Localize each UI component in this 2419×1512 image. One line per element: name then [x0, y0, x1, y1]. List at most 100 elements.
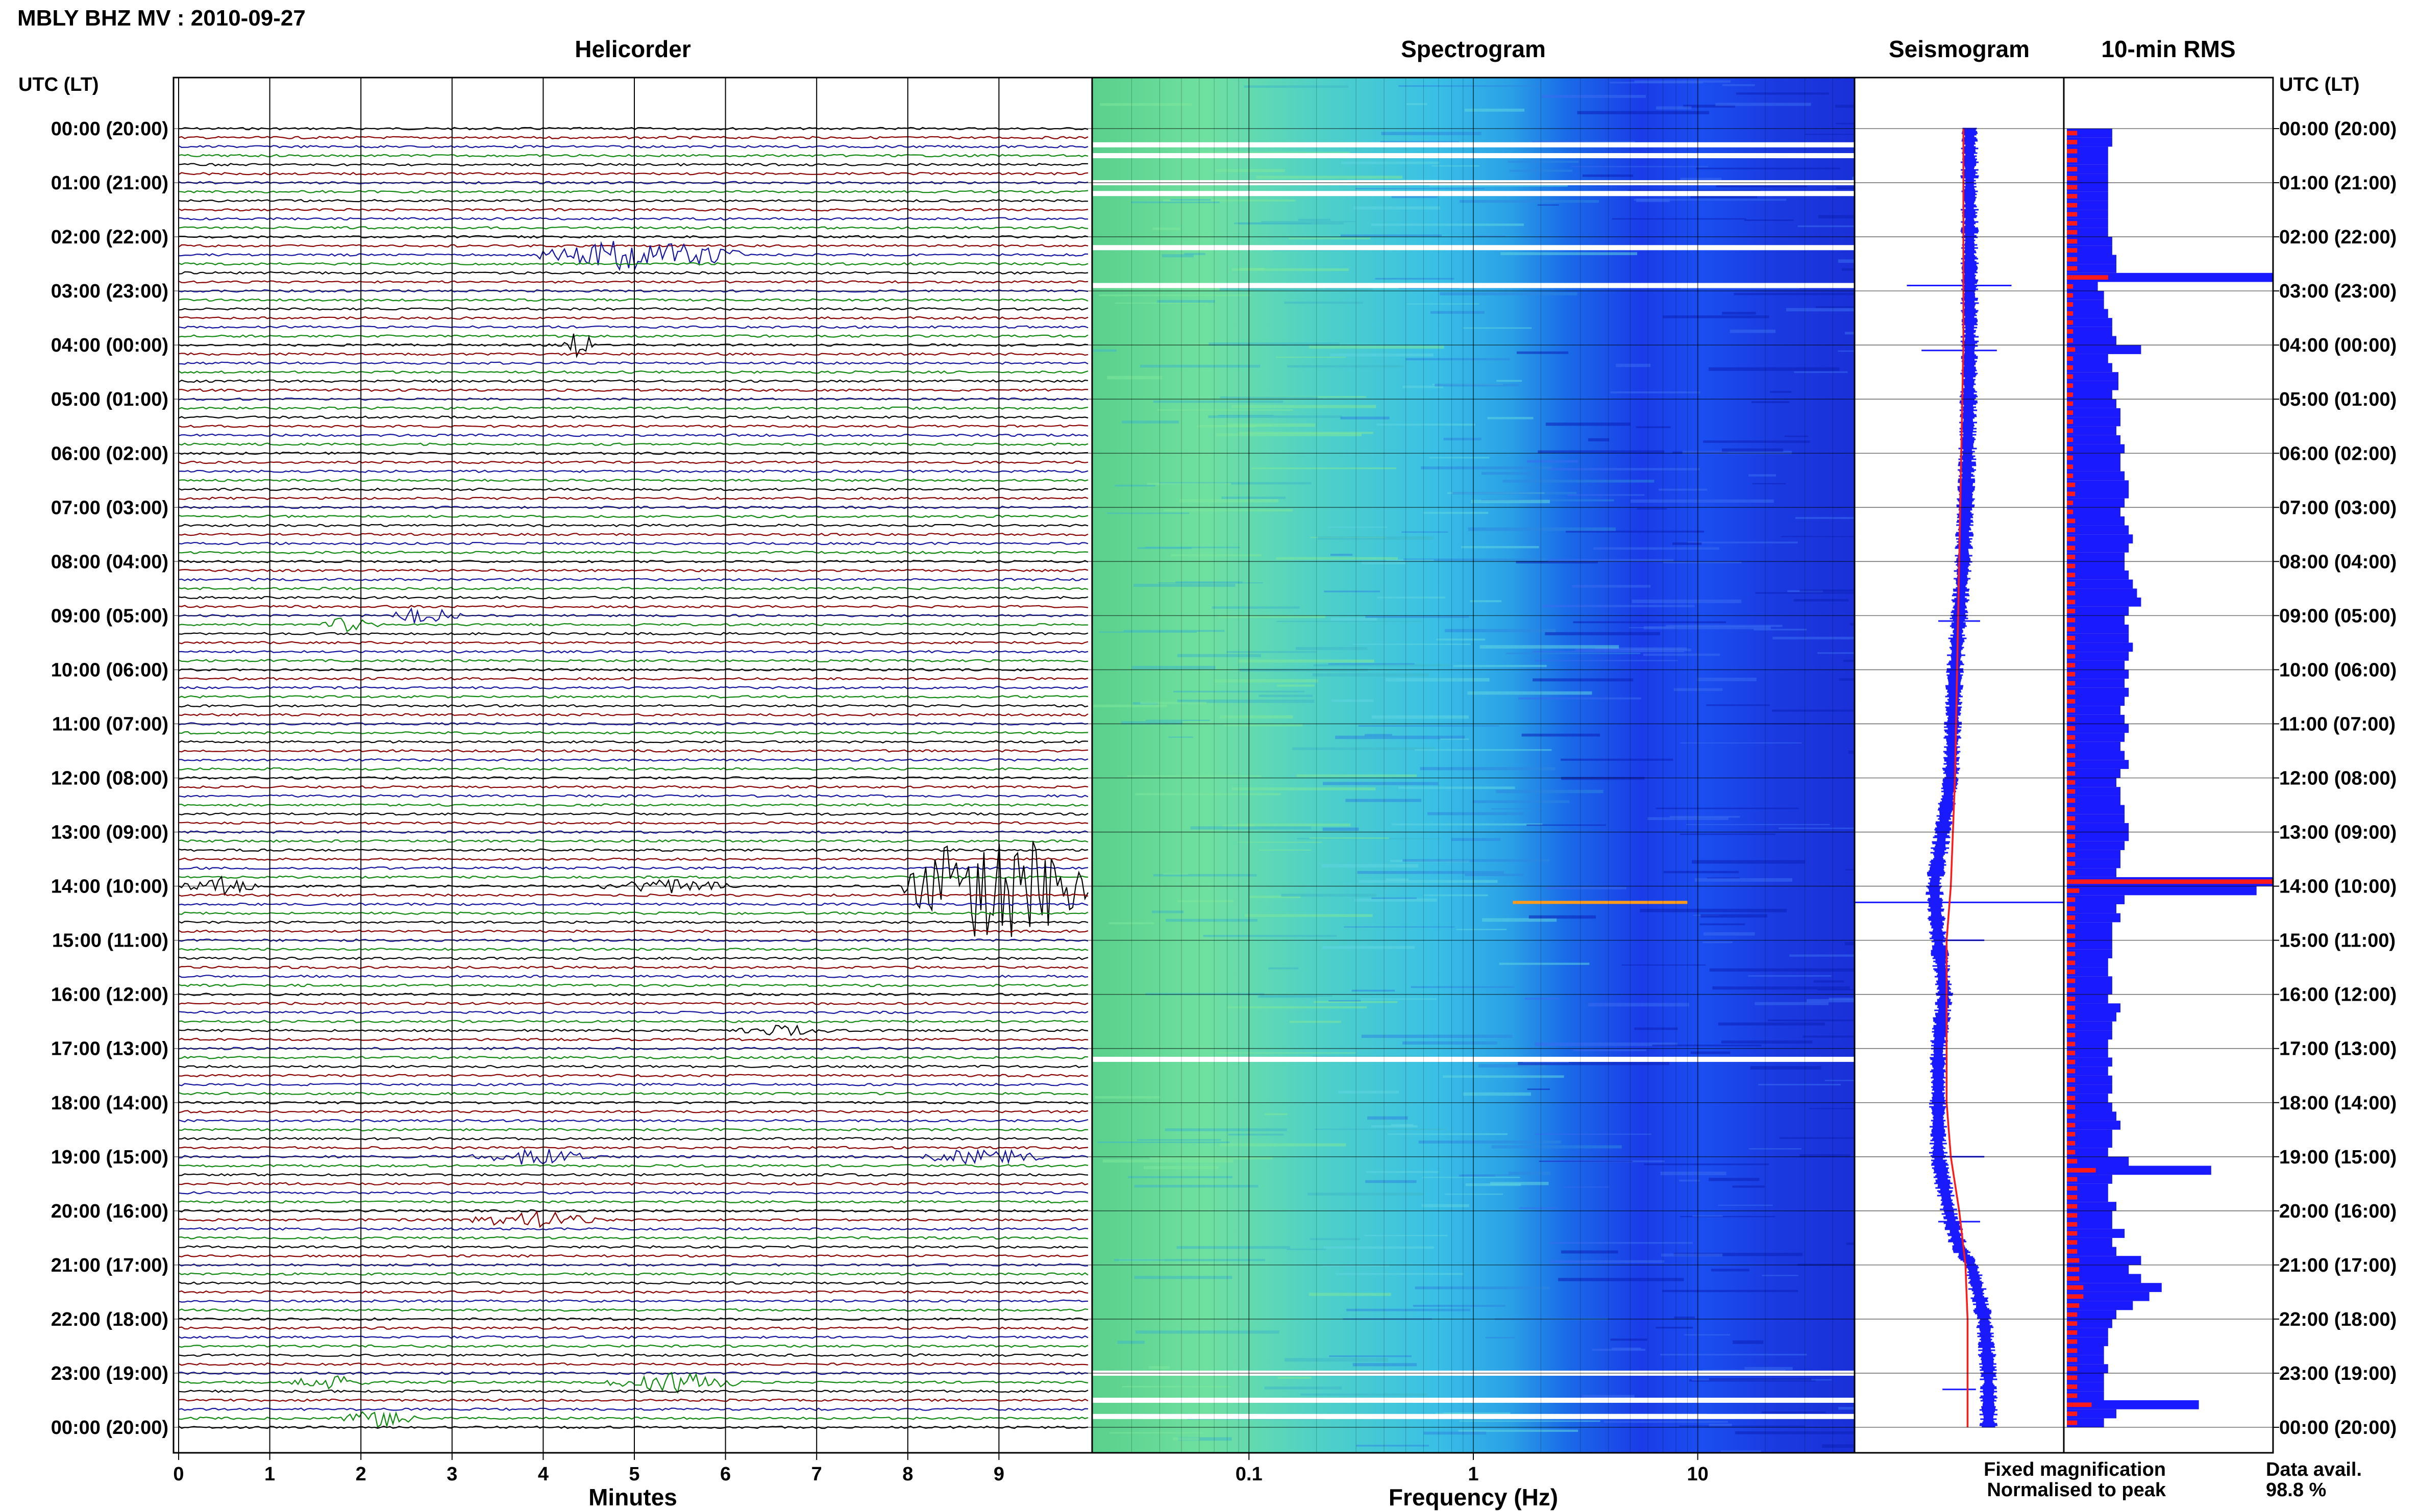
rms-bar-normalised [2067, 717, 2076, 722]
spectrogram-streak [1436, 638, 1486, 641]
rms-bar-normalised [2067, 266, 2078, 271]
rms-bar-fixed [2067, 363, 2112, 373]
spectrogram-streak [1679, 1425, 1805, 1427]
rms-bar-normalised [2067, 131, 2078, 136]
rms-bar-fixed [2067, 1202, 2116, 1211]
spectrogram-streak [1361, 1034, 1513, 1038]
spectrogram-streak [1707, 877, 1740, 879]
rms-bar-fixed [2067, 1021, 2112, 1031]
spectrogram-streak [1709, 1378, 1812, 1381]
spectrogram-streak [1593, 547, 1719, 550]
rms-bar-normalised [2067, 1294, 2084, 1299]
rms-bar-fixed [2067, 697, 2125, 706]
rms-bar-normalised [2067, 338, 2074, 343]
spectrogram-streak [1703, 440, 1810, 443]
spectrogram-streak [1496, 789, 1603, 794]
rms-bar-fixed [2067, 1003, 2120, 1012]
spectrogram-streak [1244, 914, 1373, 917]
rms-bar-fixed [2067, 237, 2112, 246]
spectrogram-streak [1487, 417, 1534, 419]
rms-bar-fixed [2067, 1138, 2112, 1148]
spectrogram-streak [1803, 1035, 1855, 1038]
hour-tick-label-left: 22:00 (18:00) [51, 1309, 168, 1330]
helicorder-trace [178, 271, 1089, 275]
spectrogram-streak [1744, 1367, 1793, 1370]
helicorder-trace [178, 866, 1089, 870]
rms-bar-fixed [2067, 931, 2112, 940]
rms-bar-fixed [2067, 625, 2129, 634]
spectrogram-streak [1360, 998, 1437, 1000]
rms-bar-fixed [2067, 1102, 2112, 1112]
spectrogram-streak [1365, 615, 1469, 618]
spectrogram-streak [1758, 1084, 1841, 1085]
spectrogram-streak [1292, 747, 1436, 750]
rms-bar-fixed [2067, 1175, 2112, 1184]
spectrogram-streak [1093, 704, 1167, 707]
rms-bar-fixed [2067, 453, 2120, 462]
spectrogram-streak [1177, 700, 1315, 703]
rms-bar-normalised [2067, 978, 2076, 983]
spectrogram-streak [1779, 1137, 1855, 1139]
spectrogram-streak [1380, 141, 1460, 143]
spectrogram-streak [1364, 1234, 1448, 1236]
spectrogram-streak [1386, 878, 1409, 881]
rms-bar-fixed [2067, 652, 2129, 661]
spectrogram-streak [1322, 827, 1359, 831]
rms-bar-normalised [2067, 843, 2076, 848]
rms-bar-normalised [2067, 825, 2076, 830]
spectrogram-streak [1636, 199, 1670, 203]
spectrogram-streak [1711, 1269, 1749, 1272]
helicorder-trace [178, 659, 1089, 663]
spectrogram-streak [1663, 315, 1769, 318]
rms-bar-normalised [2067, 221, 2078, 226]
spectrogram-streak [1793, 599, 1849, 602]
spectrogram-streak [1435, 383, 1519, 387]
hour-tick-label-right: 04:00 (00:00) [2279, 335, 2397, 356]
rms-bar-fixed [2067, 606, 2129, 616]
minute-tick-label: 9 [994, 1464, 1004, 1485]
spectrogram-streak [1582, 1395, 1635, 1399]
rms-bar-fixed [2067, 967, 2108, 977]
spectrogram-streak [1199, 425, 1272, 427]
rms-bar-fixed [2067, 291, 2104, 300]
spectrogram-streak [1328, 527, 1388, 528]
spectrogram-streak [1838, 1407, 1855, 1410]
spectrogram-streak [1100, 103, 1193, 106]
spectrogram-streak [1697, 678, 1757, 681]
hour-tick-label-left: 19:00 (15:00) [51, 1147, 168, 1168]
rms-bar-fixed [2067, 1012, 2116, 1022]
rms-bar-normalised [2067, 1069, 2076, 1074]
spectrogram-streak [1558, 1278, 1684, 1281]
rms-bar-fixed [2067, 489, 2129, 499]
spectrogram-streak [1444, 1194, 1503, 1195]
helicorder-trace [178, 298, 1089, 302]
spectrogram-streak [1461, 546, 1539, 549]
spectrogram-streak [1545, 423, 1631, 426]
spectrogram-streak [1822, 1444, 1855, 1448]
spectrogram-streak [1561, 1250, 1618, 1254]
spectrogram-streak [1261, 221, 1355, 222]
rms-bar-normalised [2067, 1177, 2078, 1182]
spectrogram-streak [1789, 954, 1855, 957]
frequency-axis-label: Frequency (Hz) [1389, 1484, 1558, 1510]
spectrogram-streak [1340, 416, 1390, 419]
spectrogram-streak [1637, 508, 1667, 510]
spectrogram-streak [1145, 720, 1210, 721]
helicorder-trace [178, 460, 1089, 464]
rms-bar-fixed [2067, 706, 2120, 715]
spectrogram-streak [1772, 636, 1855, 639]
rms-bar-normalised [2067, 1321, 2078, 1326]
rms-bar-normalised [2067, 1420, 2078, 1425]
rms-bar-fixed [2067, 1057, 2112, 1067]
spectrogram-streak [1539, 1160, 1633, 1162]
spectrogram-streak [1127, 775, 1262, 777]
helicorder-trace [178, 433, 1089, 437]
spectrogram-streak [1197, 425, 1256, 428]
spectrogram-streak [1518, 1061, 1669, 1065]
spectrogram-streak [1162, 254, 1194, 258]
rms-bar-normalised [2067, 1051, 2076, 1055]
rms-bar-fixed [2067, 534, 2133, 543]
rms-bar-fixed [2067, 1156, 2129, 1166]
spectrogram-streak [1491, 1145, 1622, 1149]
spectrogram-streak [1411, 986, 1515, 988]
